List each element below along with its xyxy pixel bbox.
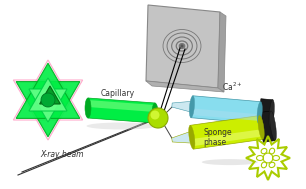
Polygon shape (16, 63, 80, 118)
Ellipse shape (202, 159, 258, 165)
Text: Ca$^{2+}$: Ca$^{2+}$ (222, 81, 242, 93)
Ellipse shape (152, 103, 158, 123)
Polygon shape (191, 96, 261, 124)
Text: Sponge
phase: Sponge phase (203, 128, 232, 147)
Polygon shape (88, 100, 155, 112)
Polygon shape (146, 5, 220, 88)
Polygon shape (16, 82, 80, 137)
Polygon shape (29, 78, 67, 111)
Polygon shape (172, 101, 192, 112)
Polygon shape (259, 99, 273, 128)
Ellipse shape (189, 96, 195, 118)
Polygon shape (192, 129, 262, 146)
Polygon shape (39, 86, 60, 104)
Polygon shape (172, 131, 193, 143)
Ellipse shape (148, 108, 168, 128)
Ellipse shape (151, 111, 159, 119)
Ellipse shape (189, 125, 195, 149)
Ellipse shape (87, 122, 156, 129)
Polygon shape (146, 81, 224, 92)
Text: X-ray beam: X-ray beam (40, 150, 84, 159)
Polygon shape (259, 111, 275, 142)
Text: Capillary: Capillary (101, 89, 135, 98)
Ellipse shape (269, 100, 274, 128)
Polygon shape (29, 89, 67, 122)
Ellipse shape (257, 102, 262, 124)
Ellipse shape (41, 93, 55, 107)
Polygon shape (190, 116, 263, 149)
Polygon shape (88, 98, 155, 123)
Ellipse shape (270, 111, 276, 141)
Ellipse shape (258, 116, 264, 139)
Ellipse shape (181, 44, 184, 47)
Polygon shape (191, 108, 259, 121)
Ellipse shape (85, 98, 91, 118)
Ellipse shape (197, 135, 251, 141)
Polygon shape (218, 12, 226, 92)
